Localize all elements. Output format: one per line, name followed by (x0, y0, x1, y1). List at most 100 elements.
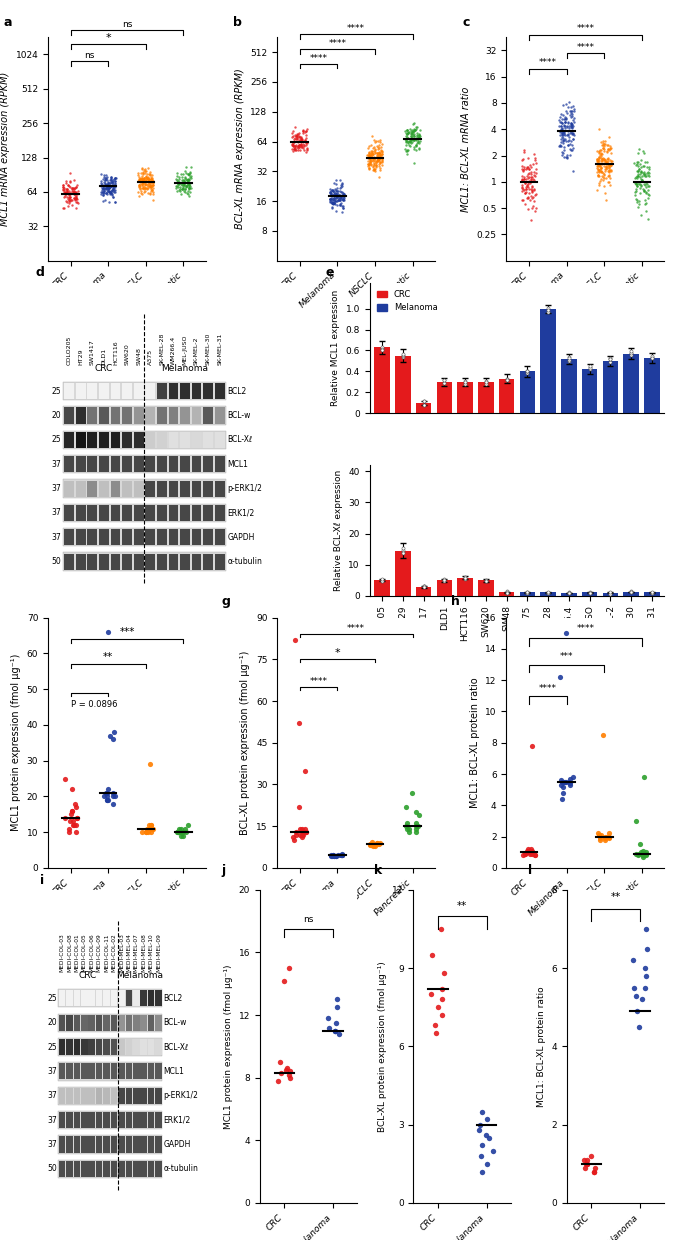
Point (501, 371, 512, 391)
Text: c: c (462, 16, 469, 29)
Point (325, 188, 336, 208)
Point (327, 190, 338, 210)
Point (324, 1018, 335, 1038)
Point (329, 1021, 340, 1040)
Point (325, 182, 336, 202)
Point (105, 181, 116, 201)
Bar (133, 1014, 140, 1030)
Point (110, 182, 121, 202)
Point (133, 167, 144, 187)
Bar (59, 1064, 65, 1080)
Point (526, 841, 537, 861)
Point (594, 162, 605, 182)
Point (98, 181, 109, 201)
Point (530, 198, 541, 218)
Point (300, 128, 311, 148)
Bar (66, 1161, 73, 1177)
Bar (395, 356, 410, 413)
Point (474, 1120, 485, 1140)
Text: 37: 37 (47, 1116, 57, 1125)
Point (556, 136, 566, 156)
Point (139, 160, 150, 180)
Point (142, 165, 153, 185)
Point (103, 180, 114, 200)
Point (376, 144, 387, 164)
Point (95, 171, 106, 191)
Point (639, 153, 650, 172)
Bar (99, 529, 109, 546)
Point (183, 170, 194, 190)
Point (143, 818, 154, 838)
Point (558, 122, 569, 141)
Point (559, 130, 570, 150)
Point (100, 182, 111, 202)
Point (110, 167, 121, 187)
Point (374, 145, 385, 165)
Point (597, 167, 608, 187)
Point (328, 193, 339, 213)
Bar (157, 383, 166, 399)
Point (60, 184, 71, 203)
Bar (81, 1136, 88, 1152)
Point (96, 175, 107, 195)
Point (102, 177, 113, 197)
Point (522, 582, 533, 601)
Point (600, 150, 611, 170)
Point (601, 827, 612, 847)
Text: SK-MEL-28: SK-MEL-28 (160, 332, 164, 365)
Point (561, 93, 572, 113)
Text: MCL1: MCL1 (227, 460, 248, 469)
Text: ****: **** (576, 25, 595, 33)
Point (562, 125, 573, 145)
Point (73, 193, 84, 213)
Point (362, 148, 373, 167)
Bar (58, 1063, 162, 1080)
Text: HT29: HT29 (78, 348, 84, 365)
Point (373, 141, 384, 161)
Point (287, 134, 298, 154)
Point (297, 138, 308, 157)
Text: CRC: CRC (95, 365, 113, 373)
Point (643, 165, 654, 185)
Text: BCL-w: BCL-w (227, 410, 251, 420)
Point (369, 160, 380, 180)
Point (586, 1146, 597, 1166)
Point (403, 135, 414, 155)
Point (595, 828, 606, 848)
Point (68, 181, 79, 201)
Point (326, 197, 337, 217)
Text: SW1417: SW1417 (90, 339, 95, 365)
Point (297, 122, 308, 141)
Point (60, 186, 71, 206)
Point (640, 193, 651, 213)
Point (294, 713, 305, 733)
Point (69, 187, 80, 207)
Point (99, 174, 110, 193)
Point (291, 822, 302, 842)
Point (137, 174, 148, 193)
Point (332, 179, 343, 198)
Point (598, 176, 609, 196)
Point (108, 170, 119, 190)
Point (330, 184, 341, 203)
Point (640, 966, 651, 986)
Point (601, 159, 612, 179)
Bar (478, 382, 494, 413)
Bar (133, 1112, 140, 1128)
Point (582, 1149, 593, 1169)
Point (180, 172, 191, 192)
Point (58, 175, 68, 195)
Text: ****: **** (310, 53, 327, 63)
Point (63, 181, 74, 201)
Point (635, 164, 646, 184)
Point (482, 1153, 493, 1173)
Point (605, 583, 616, 603)
Point (527, 188, 538, 208)
Point (288, 827, 299, 847)
Point (603, 140, 614, 160)
Point (325, 185, 336, 205)
Point (137, 177, 148, 197)
Point (600, 159, 611, 179)
Point (336, 196, 347, 216)
Point (326, 184, 337, 203)
